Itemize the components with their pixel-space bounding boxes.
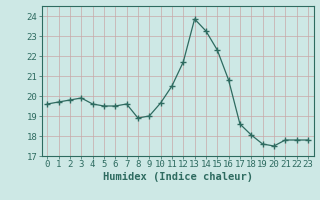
X-axis label: Humidex (Indice chaleur): Humidex (Indice chaleur) <box>103 172 252 182</box>
